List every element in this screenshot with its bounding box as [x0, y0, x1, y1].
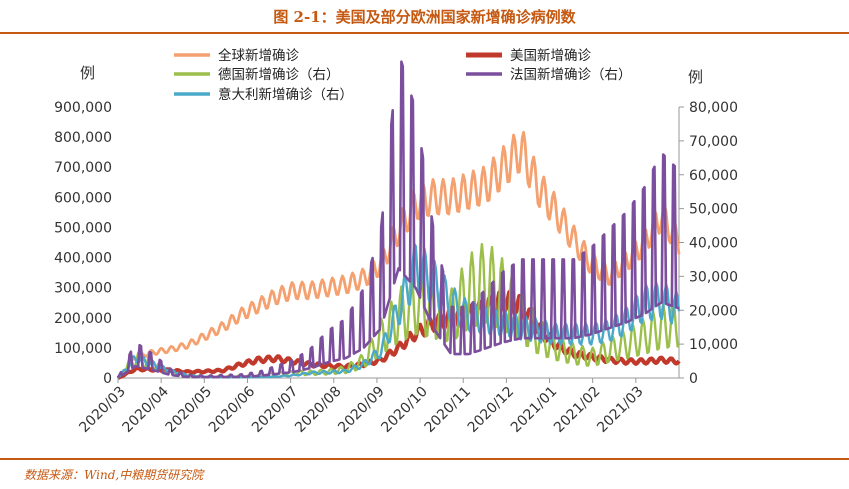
- legend-label-france: 法国新增确诊（右）: [510, 67, 632, 83]
- left-tick-label: 0: [103, 371, 112, 387]
- series-line-global: [116, 130, 681, 379]
- legend-label-italy: 意大利新增确诊（右）: [218, 86, 353, 103]
- x-tick-label: 2020/05: [163, 384, 215, 436]
- right-tick-label: 80,000: [689, 100, 738, 116]
- footer-divider: [0, 458, 849, 460]
- x-axis-ticks: 2020/032020/042020/052020/062020/072020/…: [76, 378, 647, 436]
- right-axis-ticks: 0 10,000 20,000 30,000 40,000 50,000 60,000 70,…: [679, 100, 738, 387]
- x-tick-label: 2021/03: [594, 384, 646, 436]
- legend-label-us: 美国新增确诊: [510, 48, 591, 64]
- x-tick-label: 2020/06: [206, 383, 259, 436]
- x-tick-label: 2020/03: [76, 384, 128, 436]
- x-tick-label: 2020/04: [120, 383, 173, 436]
- left-tick-label: 600,000: [54, 190, 112, 206]
- left-tick-label: 700,000: [54, 160, 112, 176]
- right-tick-label: 0: [689, 371, 698, 387]
- right-tick-label: 60,000: [689, 168, 738, 184]
- right-tick-label: 30,000: [689, 269, 738, 285]
- left-tick-label: 800,000: [54, 130, 112, 146]
- x-tick-label: 2020/08: [292, 384, 344, 436]
- right-axis-unit: 例: [688, 68, 703, 86]
- x-tick-label: 2020/11: [422, 384, 474, 436]
- left-tick-label: 300,000: [54, 281, 112, 297]
- x-tick-label: 2020/12: [465, 384, 517, 436]
- right-tick-label: 50,000: [689, 202, 738, 218]
- title-divider: [0, 32, 849, 34]
- data-source: 数据来源：Wind,中粮期货研究院: [24, 468, 204, 482]
- right-tick-label: 70,000: [689, 134, 738, 150]
- x-tick-label: 2020/10: [378, 384, 430, 436]
- left-axis-unit: 例: [80, 64, 95, 82]
- x-tick-label: 2020/09: [335, 384, 387, 436]
- left-tick-label: 900,000: [54, 100, 112, 116]
- series-line-france: [116, 60, 680, 379]
- left-tick-label: 500,000: [54, 220, 112, 236]
- left-tick-label: 100,000: [54, 341, 112, 357]
- right-tick-label: 10,000: [689, 337, 738, 353]
- legend-label-germany: 德国新增确诊（右）: [218, 67, 340, 83]
- left-tick-label: 200,000: [54, 311, 112, 327]
- x-tick-label: 2021/02: [551, 384, 603, 436]
- legend-label-global: 全球新增确诊: [218, 47, 299, 64]
- x-tick-label: 2020/07: [249, 384, 301, 436]
- left-tick-label: 400,000: [54, 251, 112, 267]
- x-tick-label: 2021/01: [508, 384, 560, 436]
- chart-title: 图 2-1：美国及部分欧洲国家新增确诊病例数: [273, 8, 576, 26]
- series-lines: [116, 60, 681, 380]
- right-tick-label: 40,000: [689, 236, 738, 252]
- left-axis-ticks: 0 100,000 200,000 300,000 400,000 500,000 600,…: [54, 100, 112, 387]
- right-tick-label: 20,000: [689, 303, 738, 319]
